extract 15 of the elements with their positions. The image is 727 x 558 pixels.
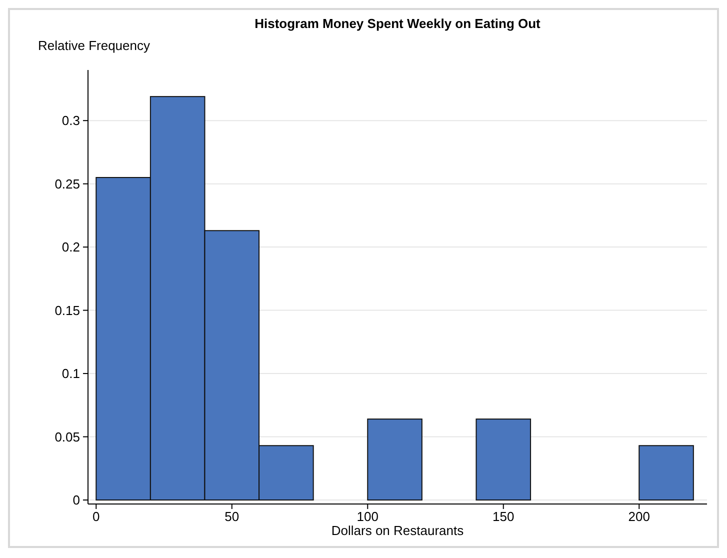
y-tick-label: 0.15	[54, 302, 80, 318]
y-tick-label: 0.2	[62, 240, 80, 255]
y-tick-label: 0	[72, 492, 80, 508]
x-tick-label: 0	[92, 509, 100, 524]
chart-title: Histogram Money Spent Weekly on Eating Out	[254, 16, 542, 31]
x-axis-title: Dollars on Restaurants	[331, 523, 464, 538]
y-tick-label: 0.3	[62, 113, 80, 128]
y-axis-title: Relative Frequency	[38, 38, 150, 53]
x-tick-label: 150	[492, 509, 514, 524]
x-tick-label: 50	[224, 509, 240, 524]
y-tick-label: 0.05	[54, 429, 80, 444]
x-tick-label: 100	[356, 509, 378, 524]
y-tick-label: 0.25	[54, 176, 80, 192]
x-tick-label: 200	[628, 509, 650, 524]
y-tick-label: 0.1	[62, 366, 80, 382]
